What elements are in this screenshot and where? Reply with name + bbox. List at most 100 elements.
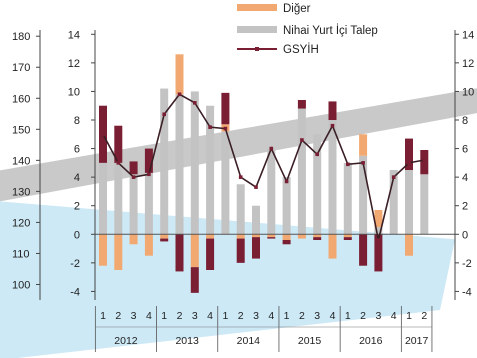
mid-tick-label: 12 (68, 58, 80, 70)
gsyih-point (330, 123, 335, 128)
bar-diger (236, 234, 245, 239)
bar-talep (99, 162, 107, 235)
right-tick-label: 6 (462, 144, 468, 156)
bar-talep (359, 155, 368, 235)
right-tick-label: 8 (462, 115, 468, 127)
quarter-label: 1 (222, 310, 228, 322)
mid-tick-label: -4 (70, 286, 80, 298)
year-label: 2013 (175, 335, 199, 347)
bar-gsyih (313, 237, 322, 240)
bar-gsyih (129, 161, 138, 175)
bar-talep (190, 91, 199, 235)
bar-gsyih (343, 237, 352, 240)
quarter-label: 4 (268, 310, 274, 322)
gsyih-point (254, 185, 258, 189)
bar-gsyih (190, 267, 199, 293)
gsyih-point (223, 126, 228, 131)
mid-tick-label: 10 (68, 86, 80, 98)
quarter-label: 2 (115, 310, 121, 322)
mid-tick-label: 6 (74, 144, 80, 156)
quarter-label: 3 (131, 310, 137, 322)
quarter-label: 3 (192, 310, 198, 322)
bar-gsyih (328, 101, 337, 120)
quarter-label: 1 (284, 310, 290, 322)
gsyih-markers (101, 92, 427, 242)
bar-diger (313, 234, 322, 238)
bar-talep (374, 227, 383, 235)
bar-gsyih (160, 238, 169, 242)
mid-tick-label: 14 (68, 29, 80, 41)
bar-talep (343, 162, 352, 235)
left-tick-label: 180 (12, 31, 30, 43)
quarter-label: 3 (375, 310, 381, 322)
quarter-label: 2 (238, 310, 244, 322)
bar-talep (297, 108, 306, 235)
legend-marker (255, 47, 259, 51)
quarter-label: 4 (391, 310, 397, 322)
right-tick-label: 14 (462, 29, 474, 41)
gsyih-point (376, 238, 381, 242)
year-label: 2014 (237, 335, 261, 347)
gsyih-point (315, 152, 319, 157)
right-tick-label: -2 (462, 258, 472, 270)
bar-talep (114, 162, 123, 235)
bar-diger (144, 234, 153, 256)
left-tick-label: 150 (12, 124, 30, 136)
bar-diger (129, 234, 138, 245)
bar-talep (389, 170, 398, 235)
quarter-label: 4 (146, 310, 152, 322)
left-tick-label: 130 (12, 186, 30, 198)
left-tick-label: 100 (12, 279, 30, 291)
quarter-label: 1 (161, 310, 167, 322)
quarter-label: 1 (406, 310, 412, 322)
right-tick-label: 0 (462, 229, 468, 241)
bar-gsyih (405, 138, 413, 170)
left-tick-label: 160 (12, 93, 30, 105)
background-area (0, 201, 455, 358)
right-tick-label: 2 (462, 201, 468, 213)
gsyih-point (300, 138, 304, 142)
quarter-label: 3 (253, 310, 259, 322)
bar-talep (206, 105, 215, 235)
gsyih-point (391, 175, 396, 179)
bar-diger (405, 234, 413, 256)
bar-diger (190, 234, 199, 268)
gsyih-point (101, 132, 105, 137)
bar-diger (282, 234, 291, 240)
gsyih-point (177, 92, 182, 97)
bar-talep (236, 184, 245, 235)
right-tick-label: 10 (462, 86, 474, 98)
gsyih-line (102, 93, 425, 241)
quarter-label: 2 (177, 310, 183, 322)
gsyih-point (422, 158, 427, 162)
gsyih-point (208, 125, 212, 129)
bar-diger (267, 234, 276, 238)
bar-diger (297, 234, 306, 239)
bar-talep (221, 131, 230, 235)
legend-swatch-talep (237, 26, 277, 33)
bar-diger (206, 234, 215, 239)
gsyih-point (238, 175, 243, 179)
gsyih-point (361, 161, 365, 165)
bar-diger (343, 234, 352, 238)
mid-tick-label: 2 (74, 201, 80, 213)
quarter-label: 2 (299, 310, 305, 322)
mid-tick-label: 4 (74, 172, 80, 184)
legend-swatch-diger (237, 4, 277, 11)
legend-label-gsyih: GSYİH (283, 43, 319, 56)
bar-gsyih (114, 125, 123, 163)
year-label: 2012 (114, 335, 138, 347)
gsyih-point (284, 179, 289, 184)
bar-gsyih (374, 234, 383, 272)
bar-talep (420, 174, 429, 235)
bar-gsyih (420, 150, 429, 175)
bar-diger (99, 234, 107, 266)
quarter-label: 2 (360, 310, 366, 322)
quarter-label: 3 (314, 310, 320, 322)
bar-gsyih (282, 240, 291, 245)
bar-diger (160, 234, 169, 239)
gsyih-point (162, 112, 166, 117)
bar-gsyih (252, 237, 260, 259)
